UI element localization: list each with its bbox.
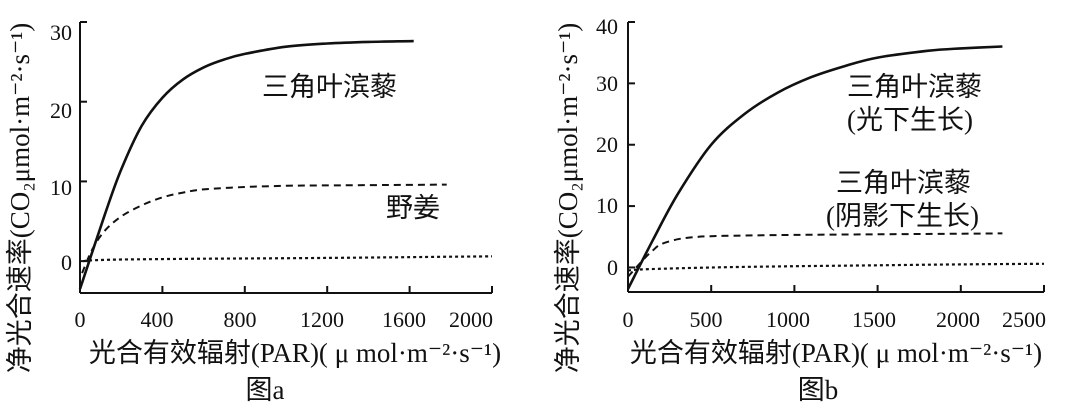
chart-a-x-tick-label: 1200 (300, 307, 344, 332)
chart-b-y-tick-label: 20 (596, 132, 618, 157)
chart-a: 0 400 800 1200 1600 2000 0 10 20 30 三角叶滨… (5, 20, 501, 405)
chart-a-x-tick-label: 0 (75, 307, 86, 332)
chart-b-series (626, 45, 1045, 290)
chart-a-grid-axes (79, 22, 492, 294)
chart-b-series-label: (光下生长) (847, 105, 973, 135)
chart-b-series-solid-line (626, 45, 1003, 290)
chart-a-series-dotted-line (83, 255, 493, 263)
chart-a-series (78, 39, 493, 290)
chart-b-x-tick-label: 1000 (766, 307, 810, 332)
chart-a-x-tick-label: 400 (141, 307, 174, 332)
chart-a-x-tick-label: 1600 (382, 307, 426, 332)
chart-a-series-dashed-line (81, 183, 447, 274)
chart-b-x-axis-label: 光合有效辐射(PAR)( μ mol·m⁻²·s⁻¹) (630, 338, 1042, 368)
chart-a-series-label: 野姜 (386, 193, 440, 223)
chart-a-x-tick-label: 2000 (449, 307, 493, 332)
chart-b-x-tick-label: 500 (690, 307, 723, 332)
chart-b: 0 500 1000 1500 2000 2500 0 10 20 30 40 … (553, 14, 1046, 405)
chart-b-series-dotted-line (627, 262, 1045, 272)
chart-b-series-label: 三角叶滨藜 (836, 168, 971, 198)
chart-a-y-axis-label: 净光合速率(CO₂μmol·m⁻²·s⁻¹) (5, 23, 35, 374)
chart-b-x-tick-label: 2000 (936, 307, 980, 332)
chart-a-y-tick-label: 20 (50, 98, 72, 123)
chart-b-x-tick-label: 1500 (852, 307, 896, 332)
chart-b-y-axis-label: 净光合速率(CO₂μmol·m⁻²·s⁻¹) (553, 23, 583, 374)
chart-a-y-tick-label: 10 (50, 175, 72, 200)
chart-a-x-axis-label: 光合有效辐射(PAR)( μ mol·m⁻²·s⁻¹) (89, 338, 501, 368)
chart-b-y-tick-label: 0 (607, 255, 618, 280)
chart-b-caption: 图b (798, 375, 839, 405)
chart-a-y-tick-label: 0 (61, 250, 72, 275)
chart-b-y-tick-label: 30 (596, 71, 618, 96)
chart-a-series-solid-line (78, 39, 414, 290)
chart-a-series-label: 三角叶滨藜 (262, 72, 397, 102)
chart-b-ticks (627, 21, 1045, 292)
chart-b-x-tick-label: 2500 (1002, 307, 1046, 332)
chart-b-series-label: (阴影下生长) (826, 201, 979, 231)
chart-b-x-tick-label: 0 (623, 307, 634, 332)
chart-a-caption: 图a (246, 375, 285, 405)
chart-a-ticks (79, 21, 493, 293)
chart-b-grid-axes (627, 22, 1044, 293)
chart-b-y-tick-label: 10 (596, 193, 618, 218)
chart-a-y-tick-label: 30 (50, 20, 72, 45)
chart-b-y-tick-label: 40 (596, 14, 618, 39)
chart-b-series-label: 三角叶滨藜 (847, 72, 982, 102)
chart-a-x-tick-label: 800 (224, 307, 257, 332)
chart-b-series-dashed-line (627, 232, 1003, 278)
